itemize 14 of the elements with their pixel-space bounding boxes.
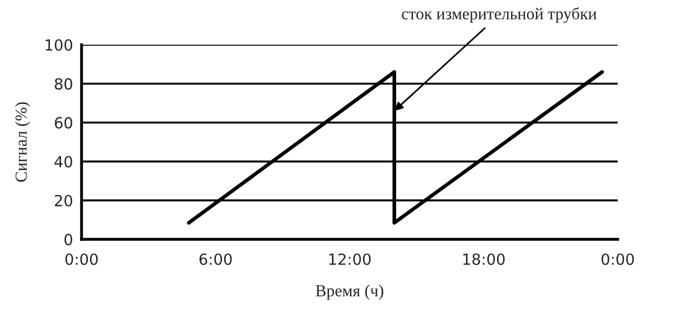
y-axis-title: Сигнал (%) (15, 102, 30, 182)
y-tick-label: 80 (54, 78, 72, 90)
x-tick-label: 0:00 (602, 253, 634, 266)
y-tick-label: 20 (54, 194, 72, 206)
y-tick-label: 40 (54, 156, 72, 168)
x-tick-label: 12:00 (329, 253, 371, 266)
y-tick-label: 100 (46, 39, 72, 51)
y-tick-label: 0 (64, 234, 72, 246)
x-tick-label: 6:00 (200, 253, 232, 266)
x-axis-title: Время (ч) (316, 284, 384, 300)
annotation: сток измерительной трубки (402, 7, 597, 23)
y-tick-label: 60 (54, 117, 72, 129)
x-tick-label: 18:00 (463, 253, 505, 266)
x-tick-label: 0:00 (65, 253, 98, 266)
